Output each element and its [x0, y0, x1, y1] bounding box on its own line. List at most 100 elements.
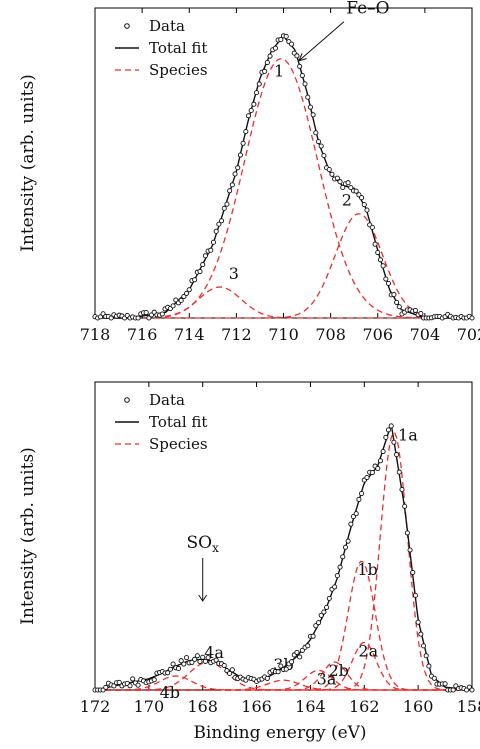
data-point [348, 521, 354, 527]
data-point [111, 683, 117, 689]
data-point [329, 171, 335, 177]
data-point [97, 314, 103, 320]
data-point [410, 569, 416, 576]
data-point [380, 448, 386, 455]
data-point [375, 465, 381, 472]
data-point [227, 670, 233, 677]
data-point [248, 107, 254, 113]
legend-label: Total fit [149, 413, 207, 431]
data-point [216, 221, 222, 227]
data-point [197, 268, 203, 275]
x-tick-label: 704 [410, 325, 441, 344]
data-point [375, 249, 381, 256]
species-label-1b: 1b [357, 560, 377, 579]
data-point [412, 592, 419, 598]
data-point [289, 659, 295, 665]
data-point [272, 45, 278, 51]
data-point [178, 297, 184, 303]
data-point [385, 280, 392, 286]
data-point [167, 666, 173, 672]
data-point [170, 661, 176, 667]
data-point [224, 201, 230, 207]
species-curve-1 [95, 58, 472, 319]
species-label-3a: 3a [317, 669, 337, 688]
data-point [469, 315, 475, 321]
data-point [332, 584, 338, 590]
data-point [305, 94, 311, 100]
data-point [353, 188, 359, 194]
species-label-2b: 2b [328, 661, 348, 680]
data-point [442, 681, 448, 687]
data-point [391, 292, 397, 298]
data-point [264, 675, 270, 681]
data-point [359, 490, 365, 497]
data-point [345, 180, 351, 186]
data-point [315, 620, 322, 626]
species-label-1a: 1a [398, 425, 418, 444]
data-point [385, 427, 392, 433]
species-label-4b: 4b [160, 683, 180, 702]
data-point [418, 310, 424, 317]
data-point [205, 655, 211, 661]
x-tick-label: 718 [80, 325, 111, 344]
x-tick-label: 710 [268, 325, 299, 344]
data-point [208, 247, 214, 253]
data-point [235, 165, 241, 171]
data-point [415, 619, 421, 625]
data-point [221, 205, 227, 211]
x-tick-label: 166 [241, 697, 272, 716]
data-point [321, 153, 327, 159]
legend-label: Species [149, 435, 208, 453]
data-point [380, 263, 386, 269]
x-tick-label: 702 [457, 325, 480, 344]
data-point [423, 653, 429, 659]
data-point [305, 643, 311, 649]
data-point [256, 81, 262, 87]
data-point [364, 207, 370, 213]
annotation-arrowhead [298, 53, 307, 62]
x-tick-label: 708 [315, 325, 346, 344]
data-point [364, 474, 370, 481]
x-tick-label: 162 [349, 697, 380, 716]
data-point [369, 224, 375, 230]
data-point [229, 182, 235, 188]
data-point [202, 253, 208, 259]
data-point [469, 687, 475, 693]
data-point [264, 60, 270, 66]
x-tick-label: 168 [187, 697, 218, 716]
annotation-label: SOx [187, 533, 220, 555]
data-point [200, 654, 206, 660]
data-point [418, 631, 424, 637]
data-point [383, 276, 389, 282]
data-point [318, 612, 324, 618]
data-point [391, 439, 397, 445]
data-point [283, 666, 289, 672]
data-point [213, 657, 219, 663]
data-point [302, 81, 308, 87]
data-point [337, 179, 343, 185]
species-curve-3b [95, 679, 472, 691]
data-point [313, 130, 319, 136]
data-point [431, 675, 437, 681]
data-point [310, 633, 316, 639]
data-point [356, 496, 362, 502]
data-point [254, 90, 260, 96]
data-point [294, 53, 300, 59]
annotation-label: Fe–O [346, 0, 389, 19]
data-point [283, 33, 289, 40]
legend-label: Data [149, 17, 185, 35]
data-point [189, 659, 195, 665]
data-point [213, 228, 219, 234]
x-tick-label: 706 [362, 325, 393, 344]
data-point [278, 663, 284, 669]
x-tick-label: 158 [457, 697, 480, 716]
annotation-arrowhead [198, 594, 208, 602]
data-point [377, 458, 383, 464]
data-point [243, 129, 249, 135]
legend-label: Species [149, 61, 208, 79]
data-point [294, 649, 300, 655]
species-curve-2 [95, 213, 472, 319]
data-point [181, 293, 187, 300]
data-point [229, 667, 235, 673]
species-label-1: 1 [274, 62, 284, 81]
